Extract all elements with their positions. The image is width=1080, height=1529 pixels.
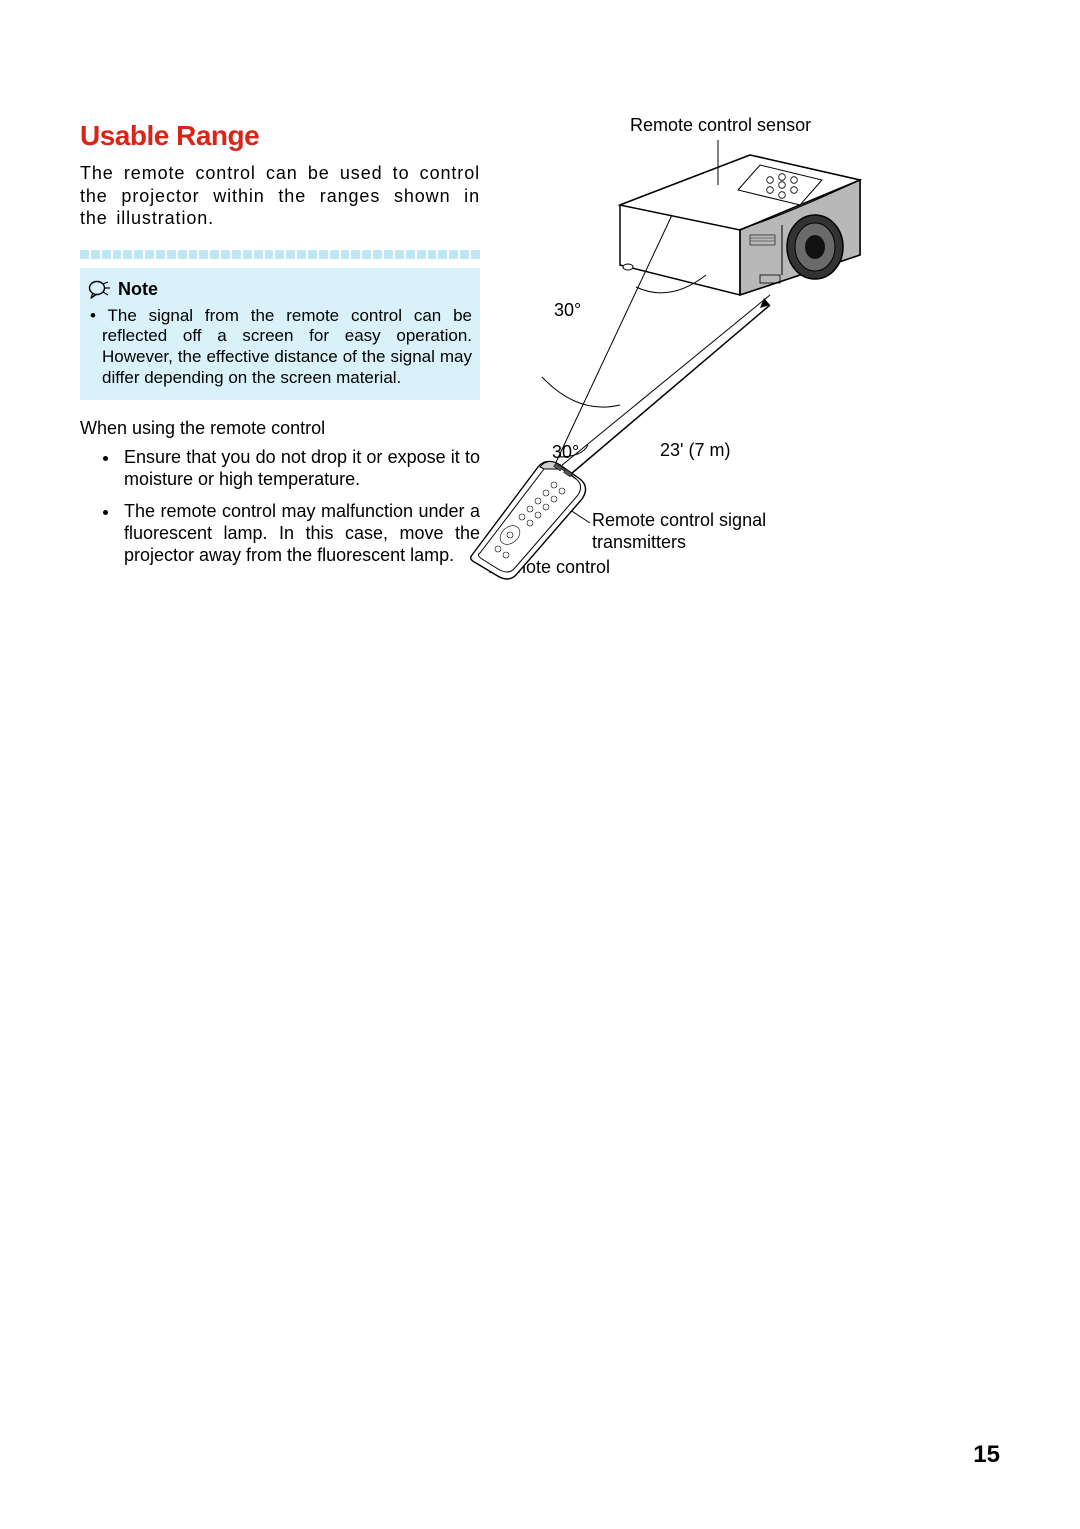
note-item: • The signal from the remote control can… [88, 306, 472, 389]
note-item-text: The signal from the remote control can b… [102, 306, 472, 387]
page-number: 15 [973, 1441, 1000, 1469]
bullet-item: The remote control may malfunction under… [120, 501, 480, 567]
note-label: Note [118, 279, 158, 300]
usable-range-diagram: Remote control sensor [470, 115, 1000, 615]
bullet-item: Ensure that you do not drop it or expose… [120, 447, 480, 491]
label-distance: 23' (7 m) [660, 440, 730, 461]
label-transmitters: Remote control signal transmitters [592, 510, 812, 553]
right-column: Remote control sensor [470, 115, 1000, 615]
remote-illustration [460, 425, 620, 585]
subheading: When using the remote control [80, 418, 480, 439]
note-box: Note • The signal from the remote contro… [80, 268, 480, 401]
speak-icon [88, 278, 112, 302]
note-heading: Note [88, 278, 472, 302]
dotted-rule [80, 250, 480, 262]
label-angle-top: 30° [554, 300, 581, 321]
intro-paragraph: The remote control can be used to contro… [80, 162, 480, 230]
page: Usable Range The remote control can be u… [0, 0, 1080, 1529]
left-column: Usable Range The remote control can be u… [80, 120, 480, 577]
section-title: Usable Range [80, 120, 480, 152]
bullet-list: Ensure that you do not drop it or expose… [80, 447, 480, 567]
